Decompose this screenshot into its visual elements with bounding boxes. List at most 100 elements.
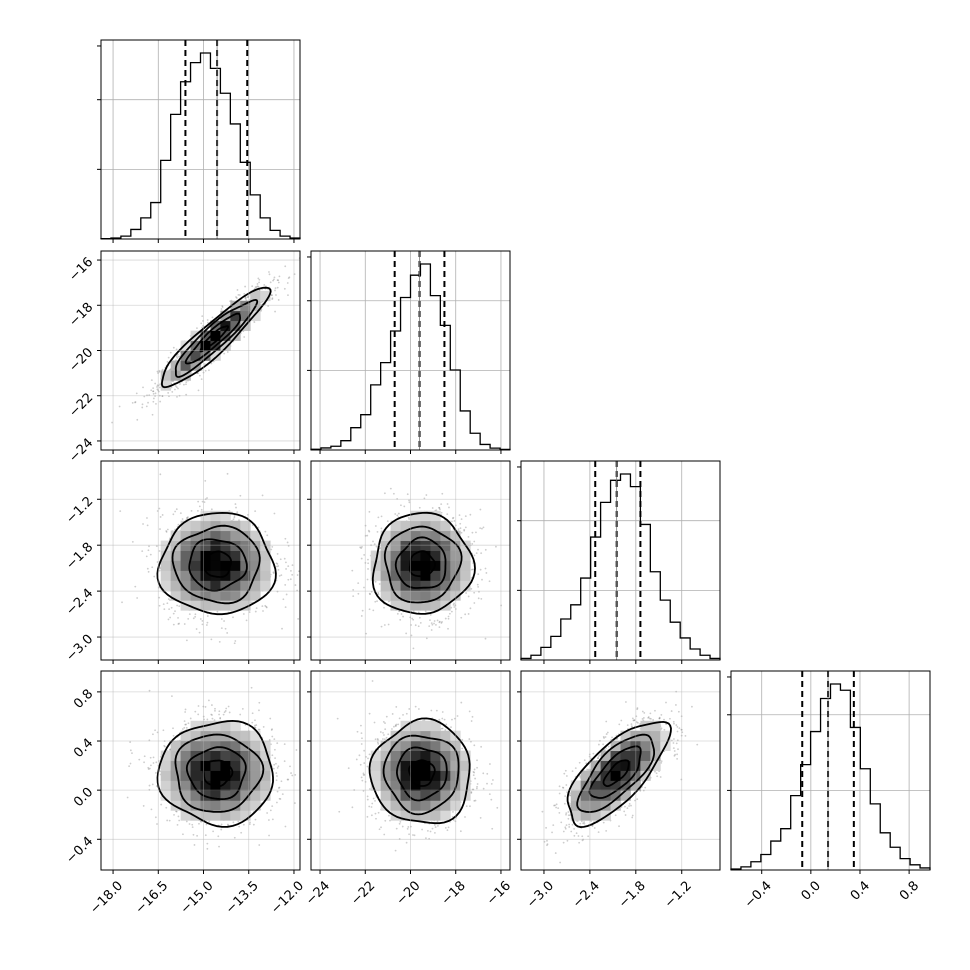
scatter-point [111,421,113,424]
density-cell [210,530,221,541]
scatter-point [276,279,279,281]
scatter-point [476,583,479,586]
scatter-point [464,515,467,518]
scatter-point [461,738,464,741]
density-cell [200,760,211,771]
scatter-point [232,616,234,619]
scatter-point [121,601,123,604]
scatter-point [375,545,378,548]
scatter-point [233,516,236,519]
scatter-point [438,626,441,629]
density-cell [410,720,421,732]
scatter-point [426,829,429,832]
scatter-point [265,606,268,609]
scatter-point [187,617,190,620]
scatter-point [368,608,371,611]
scatter-panel-2-0 [97,460,301,664]
density-cell [170,570,181,581]
x-tick-label: −18.0 [87,878,126,917]
scatter-point [357,582,360,585]
scatter-point [558,785,561,788]
density-cell [220,510,231,522]
density-cell [250,790,261,801]
scatter-point [438,506,440,509]
scatter-point [226,632,229,634]
panel-content [111,257,300,424]
density-cell [250,740,261,751]
scatter-point [673,754,676,757]
density-cell [220,810,231,821]
scatter-point [220,308,223,310]
scatter-point [367,568,369,570]
scatter-point [641,718,644,720]
density-cell [220,750,231,761]
scatter-point [201,623,204,626]
scatter-point [206,718,209,721]
scatter-point [190,509,193,512]
density-cell [230,750,241,761]
scatter-point [142,386,144,389]
scatter-point [605,733,608,735]
scatter-point [566,839,569,842]
scatter-point [223,352,226,355]
scatter-point [577,835,580,837]
scatter-point [243,336,246,338]
density-cell [220,560,231,571]
scatter-point [254,719,256,722]
scatter-point [244,285,247,288]
density-cell [580,800,592,811]
density-cell [250,760,261,771]
scatter-point [152,733,154,736]
scatter-point [408,501,411,504]
scatter-point [606,731,609,734]
scatter-point [172,513,175,516]
density-cell [220,790,231,801]
density-cell [250,290,261,302]
scatter-point [383,833,386,836]
scatter-point [242,823,245,826]
density-cell [420,800,431,811]
scatter-point [129,741,132,743]
scatter-point [389,487,392,490]
scatter-point [224,627,227,630]
contour-line [368,717,471,825]
scatter-point [673,738,675,740]
scatter-point [192,833,195,836]
density-cell [200,580,211,591]
scatter-point [402,615,404,618]
density-cell [420,510,431,522]
scatter-point [234,503,237,505]
scatter-point [384,728,387,731]
scatter-point [174,510,177,513]
scatter-point [258,844,261,846]
scatter-point [585,762,588,765]
scatter-point [436,820,439,823]
y-tick-label: −1.2 [63,494,96,527]
scatter-point [175,348,178,351]
density-cell [240,540,251,551]
scatter-point [369,593,371,596]
density-cell [180,790,191,801]
scatter-point [183,726,186,729]
scatter-point [433,824,436,826]
density-cell [380,790,391,801]
scatter-point [470,568,473,571]
scatter-point [287,578,290,581]
scatter-point [359,763,362,766]
scatter-point [198,822,200,825]
contour-line [588,745,642,799]
scatter-point [479,508,482,511]
scatter-point [167,392,170,394]
scatter-point [412,618,415,621]
scatter-point [273,763,276,766]
scatter-point [358,754,361,757]
scatter-point [278,574,281,577]
scatter-point [655,772,658,775]
scatter-point [279,558,282,561]
scatter-point [571,770,574,773]
scatter-point [298,570,300,573]
scatter-point [485,572,488,574]
density-cell [180,800,191,811]
scatter-point [254,286,257,289]
density-cell [160,750,172,761]
